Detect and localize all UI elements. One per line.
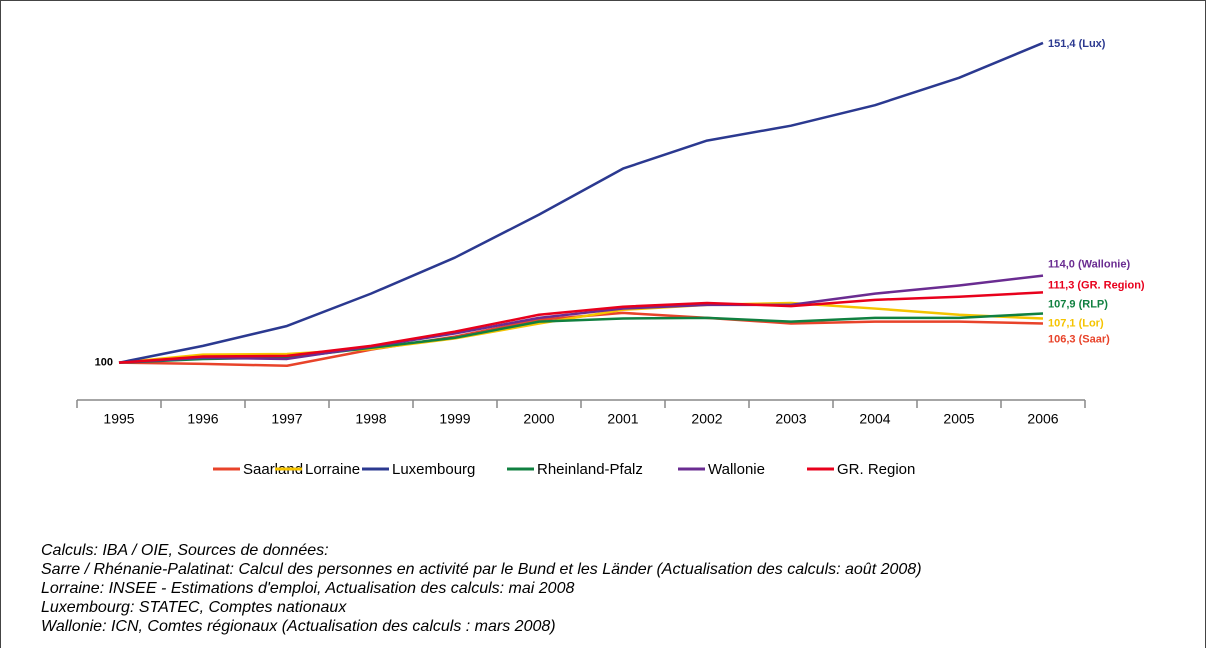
series-line xyxy=(118,291,1044,364)
source-note: Luxembourg: STATEC, Comptes nationaux xyxy=(41,599,347,616)
x-tick-label: 2001 xyxy=(607,411,638,427)
x-tick-label: 2000 xyxy=(523,411,554,427)
value-label: 151,4 (Lux) xyxy=(1048,38,1106,50)
value-label: 100 xyxy=(95,357,113,369)
x-tick-label: 1997 xyxy=(271,411,302,427)
source-note: Calculs: IBA / OIE, Sources de données: xyxy=(41,542,329,559)
legend-label: GR. Region xyxy=(837,461,915,478)
legend-label: Saarland xyxy=(243,461,303,478)
x-tick-label: 2005 xyxy=(943,411,974,427)
x-tick-label: 2003 xyxy=(775,411,806,427)
value-label: 107,1 (Lor) xyxy=(1048,317,1104,329)
x-tick-label: 1996 xyxy=(187,411,218,427)
x-tick-label: 1999 xyxy=(439,411,470,427)
series-line xyxy=(118,301,1044,364)
value-label: 107,9 (RLP) xyxy=(1048,298,1108,310)
x-tick-label: 1998 xyxy=(355,411,386,427)
value-label: 114,0 (Wallonie) xyxy=(1048,258,1130,270)
legend-label: Lorraine xyxy=(305,461,360,478)
source-note: Sarre / Rhénanie-Palatinat: Calcul des p… xyxy=(41,561,922,578)
legend-label: Rheinland-Pfalz xyxy=(537,461,643,478)
value-label: 111,3 (GR. Region) xyxy=(1048,279,1145,291)
value-label: 106,3 (Saar) xyxy=(1048,333,1110,345)
source-note: Lorraine: INSEE - Estimations d'emploi, … xyxy=(41,580,574,597)
x-tick-label: 2002 xyxy=(691,411,722,427)
x-tick-label: 2006 xyxy=(1027,411,1058,427)
legend-label: Wallonie xyxy=(708,461,765,478)
source-note: Wallonie: ICN, Comtes régionaux (Actuali… xyxy=(41,618,556,635)
series-line xyxy=(118,41,1044,364)
series-line xyxy=(118,274,1044,364)
legend-label: Luxembourg xyxy=(392,461,475,478)
x-tick-label: 2004 xyxy=(859,411,890,427)
x-tick-label: 1995 xyxy=(103,411,134,427)
